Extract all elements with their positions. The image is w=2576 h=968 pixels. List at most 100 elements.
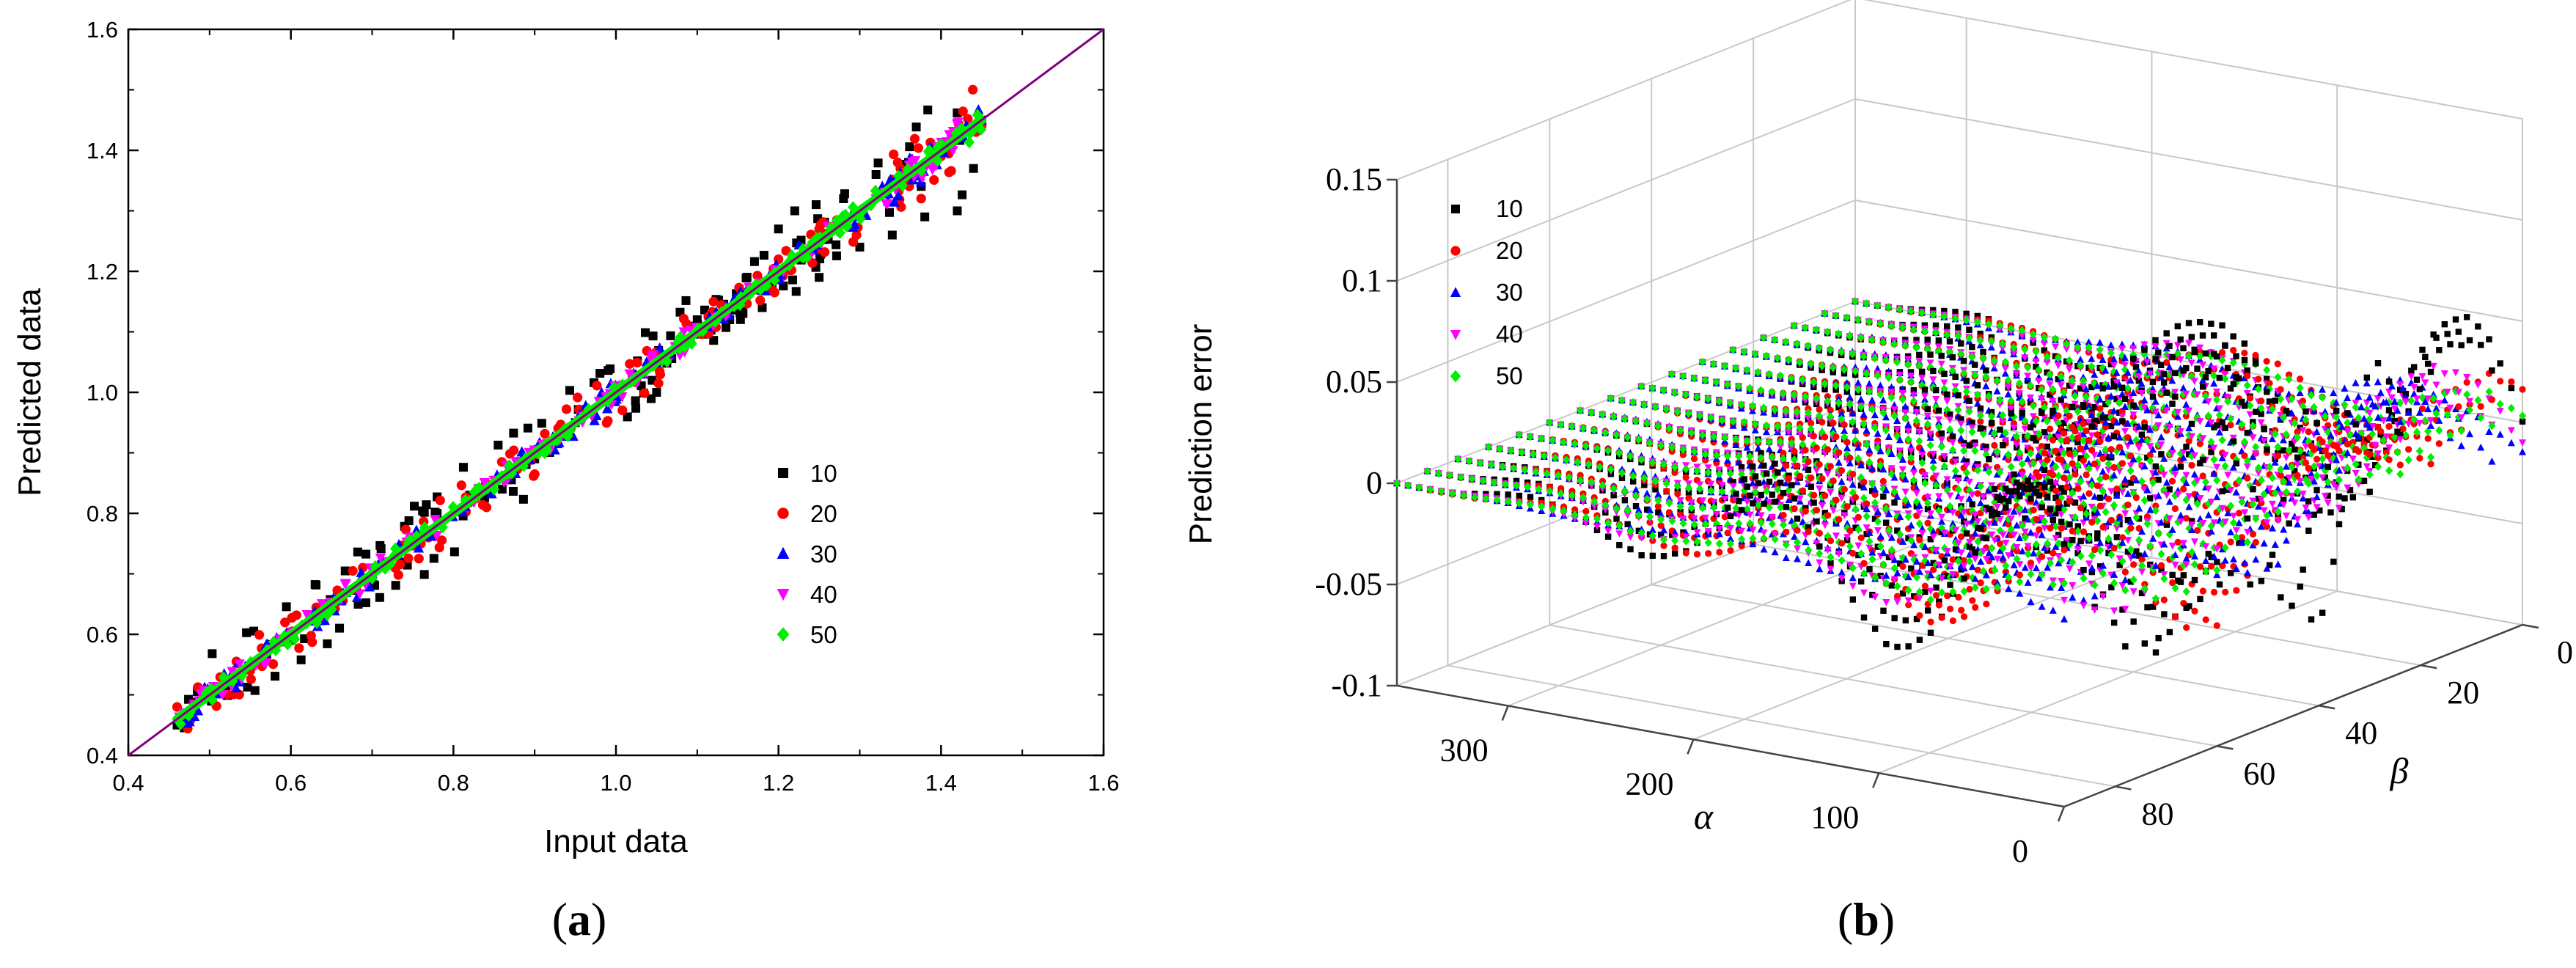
- data-point: [1868, 396, 1876, 404]
- data-point: [2132, 476, 2140, 484]
- data-point: [1574, 458, 1582, 467]
- data-point: [2182, 412, 2190, 419]
- data-point: [2477, 342, 2484, 348]
- data-point: [1946, 417, 1954, 424]
- data-point: [1957, 349, 1965, 359]
- data-point: [2069, 488, 2077, 497]
- data-point: [2271, 507, 2279, 514]
- data-point: [1576, 406, 1585, 415]
- data-point: [2021, 416, 2029, 425]
- data-point: [2388, 394, 2396, 402]
- data-point: [2385, 422, 2393, 430]
- data-point: [2274, 452, 2282, 460]
- data-point: [2233, 587, 2240, 594]
- data-point: [2293, 433, 2302, 442]
- data-point: [2157, 463, 2165, 473]
- data-point: [1957, 434, 1965, 442]
- data-point: [1838, 477, 1846, 485]
- data-point: [2458, 342, 2465, 348]
- data-point: [2219, 488, 2226, 495]
- data-point: [1982, 372, 1990, 381]
- data-point: [1737, 400, 1745, 409]
- data-point: [2396, 469, 2404, 479]
- data-point: [1997, 426, 2003, 433]
- data-point: [2099, 486, 2107, 496]
- data-point: [2252, 442, 2260, 452]
- data-point: [1779, 464, 1787, 472]
- data-point: [1943, 485, 1951, 495]
- data-point: [2296, 389, 2304, 397]
- data-point: [2055, 412, 2062, 419]
- data-point: [1830, 477, 1837, 485]
- side-wall-grid-line: [1396, 98, 1856, 282]
- beta-tick-mark: [2217, 745, 2234, 750]
- data-point: [1909, 325, 1918, 334]
- data-point: [2441, 321, 2448, 328]
- data-point: [2313, 428, 2321, 436]
- data-point: [1965, 478, 1973, 486]
- data-point: [1852, 524, 1859, 531]
- data-point: [2346, 430, 2355, 439]
- data-point: [2435, 426, 2443, 435]
- data-point: [2118, 534, 2127, 541]
- data-point: [1949, 519, 1957, 527]
- data-point: [1896, 436, 1904, 444]
- data-point: [2311, 446, 2318, 453]
- data-point: [1785, 355, 1793, 364]
- data-point: [2116, 555, 2124, 563]
- data-point: [1618, 396, 1626, 405]
- data-point: [2319, 454, 2327, 463]
- data-point: [2066, 450, 2073, 458]
- data-point: [2146, 505, 2154, 513]
- data-point: [1924, 336, 1931, 343]
- data-point: [413, 542, 425, 553]
- data-point: [1976, 482, 1985, 491]
- data-point: [2188, 521, 2196, 529]
- data-point: [1667, 370, 1676, 379]
- legend-label-20: 20: [810, 500, 837, 527]
- data-point: [2465, 397, 2474, 406]
- data-point: [2391, 417, 2398, 425]
- data-point: [1813, 467, 1821, 474]
- data-point: [1937, 436, 1945, 444]
- data-point: [1709, 359, 1717, 369]
- data-point: [1652, 486, 1659, 493]
- data-point: [1982, 382, 1990, 389]
- data-point: [1918, 458, 1926, 468]
- data-point: [1799, 440, 1807, 450]
- data-point: [1607, 394, 1615, 403]
- data-point: [1932, 472, 1940, 480]
- data-point: [2110, 355, 2118, 362]
- data-point: [840, 189, 849, 199]
- data-point: [573, 392, 583, 403]
- legend-marker-50: [777, 627, 790, 642]
- data-point: [2507, 403, 2515, 413]
- data-point: [2308, 616, 2315, 623]
- data-point: [932, 141, 944, 154]
- data-point: [1871, 353, 1879, 363]
- data-point: [2291, 467, 2298, 474]
- data-point: [1996, 516, 2004, 524]
- data-point: [2052, 480, 2060, 488]
- data-point: [2016, 505, 2024, 514]
- data-point: [2173, 342, 2181, 350]
- data-point: [2016, 534, 2024, 541]
- data-point: [2451, 405, 2460, 413]
- data-point: [2238, 497, 2246, 507]
- data-point: [1971, 446, 1979, 455]
- data-point: [2143, 519, 2151, 528]
- data-point: [1871, 498, 1879, 507]
- data-point: [250, 686, 260, 695]
- data-point: [2138, 389, 2146, 397]
- data-point: [2243, 456, 2251, 465]
- data-point: [1946, 492, 1954, 500]
- data-point: [2057, 382, 2065, 389]
- data-point: [2404, 408, 2412, 416]
- data-point: [944, 167, 954, 177]
- data-point: [1882, 504, 1890, 513]
- data-point: [1957, 511, 1965, 518]
- data-point: [2160, 455, 2168, 462]
- data-point: [2288, 492, 2296, 500]
- data-point: [2321, 408, 2329, 415]
- data-point: [2277, 491, 2285, 499]
